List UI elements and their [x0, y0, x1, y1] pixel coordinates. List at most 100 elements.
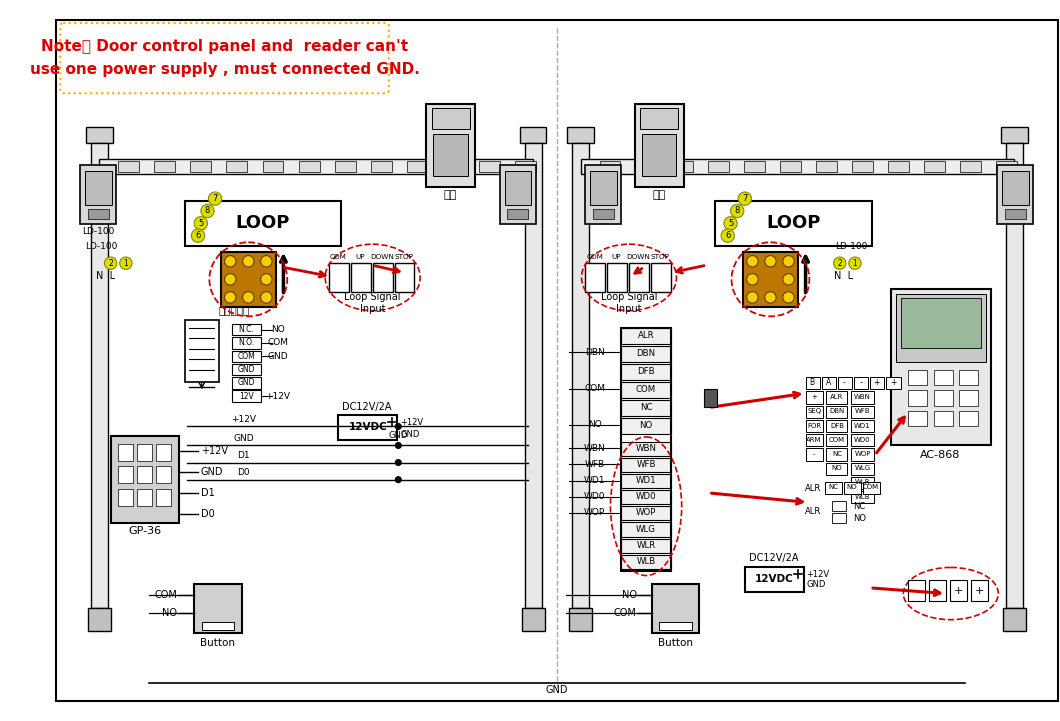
- Bar: [394, 263, 414, 292]
- Text: UP: UP: [355, 255, 365, 260]
- Text: DBN: DBN: [636, 349, 656, 358]
- Text: +: +: [811, 394, 817, 400]
- Circle shape: [395, 460, 401, 465]
- Bar: [508, 209, 528, 218]
- Bar: [651, 263, 671, 292]
- Text: GND: GND: [389, 431, 408, 441]
- Bar: [959, 390, 978, 406]
- Bar: [232, 364, 261, 375]
- Circle shape: [782, 274, 794, 285]
- Bar: [870, 377, 884, 389]
- Bar: [851, 420, 873, 432]
- Bar: [621, 522, 671, 536]
- Circle shape: [782, 292, 794, 303]
- Bar: [1002, 171, 1028, 205]
- Bar: [373, 263, 392, 292]
- Bar: [184, 200, 341, 246]
- Bar: [515, 161, 536, 172]
- Bar: [525, 143, 542, 608]
- Bar: [827, 406, 847, 418]
- Bar: [156, 443, 172, 461]
- Text: COM: COM: [863, 485, 879, 490]
- Bar: [851, 434, 873, 446]
- Text: 7: 7: [742, 194, 747, 203]
- Bar: [621, 364, 671, 380]
- Bar: [745, 567, 803, 592]
- Text: B: B: [810, 379, 815, 387]
- Text: COM: COM: [614, 608, 637, 618]
- Circle shape: [261, 292, 272, 303]
- Bar: [716, 200, 872, 246]
- Text: D1: D1: [200, 488, 214, 498]
- Circle shape: [395, 477, 401, 482]
- Bar: [621, 458, 671, 472]
- Circle shape: [764, 292, 776, 303]
- Bar: [837, 377, 852, 389]
- Bar: [642, 134, 676, 176]
- Bar: [806, 420, 823, 432]
- Bar: [621, 436, 671, 442]
- Text: WBN: WBN: [636, 444, 656, 453]
- Text: NO: NO: [639, 421, 653, 430]
- Bar: [607, 263, 628, 292]
- Text: DOWN: DOWN: [370, 255, 394, 260]
- Bar: [585, 165, 621, 224]
- Circle shape: [730, 204, 744, 218]
- Bar: [851, 463, 873, 475]
- Bar: [621, 328, 671, 571]
- Text: GND: GND: [237, 379, 255, 387]
- Bar: [232, 324, 261, 335]
- Bar: [636, 161, 656, 172]
- Bar: [519, 128, 546, 143]
- Text: 5: 5: [198, 218, 204, 228]
- Bar: [505, 171, 531, 205]
- Bar: [572, 143, 589, 608]
- Text: 道闸: 道闸: [653, 190, 666, 200]
- Circle shape: [833, 257, 846, 270]
- Bar: [137, 466, 153, 484]
- Text: WFB: WFB: [636, 460, 656, 469]
- Bar: [924, 161, 946, 172]
- Text: NO: NO: [271, 325, 284, 334]
- Bar: [851, 406, 873, 418]
- Bar: [816, 161, 837, 172]
- Text: NC: NC: [828, 485, 838, 490]
- Text: 6: 6: [195, 231, 200, 240]
- Bar: [908, 390, 928, 406]
- Bar: [971, 580, 988, 601]
- Text: WD0: WD0: [854, 437, 871, 443]
- Text: NO: NO: [853, 514, 866, 523]
- Bar: [744, 161, 764, 172]
- Text: N.C.: N.C.: [238, 325, 254, 334]
- Bar: [960, 161, 982, 172]
- Bar: [851, 477, 873, 489]
- Bar: [959, 370, 978, 385]
- Circle shape: [849, 257, 861, 270]
- Text: DC12V/2A: DC12V/2A: [342, 402, 392, 412]
- Text: 8: 8: [205, 206, 210, 216]
- Text: GND: GND: [546, 686, 568, 695]
- Text: WD0: WD0: [636, 492, 656, 501]
- Bar: [263, 161, 283, 172]
- Bar: [863, 482, 880, 494]
- Bar: [119, 489, 134, 506]
- Circle shape: [225, 274, 236, 285]
- Bar: [827, 448, 847, 461]
- Text: NO: NO: [832, 465, 843, 472]
- Bar: [621, 554, 671, 569]
- Bar: [901, 298, 982, 348]
- Bar: [434, 134, 467, 176]
- Bar: [338, 415, 398, 440]
- Bar: [110, 436, 179, 523]
- FancyBboxPatch shape: [60, 23, 389, 93]
- Bar: [329, 263, 349, 292]
- Text: GND: GND: [267, 352, 288, 360]
- Text: LOOP: LOOP: [766, 214, 820, 232]
- Text: GND: GND: [233, 434, 254, 443]
- Bar: [1006, 143, 1023, 608]
- Circle shape: [120, 257, 132, 270]
- Bar: [934, 411, 953, 427]
- Bar: [81, 165, 117, 224]
- Bar: [896, 293, 986, 362]
- Bar: [780, 161, 800, 172]
